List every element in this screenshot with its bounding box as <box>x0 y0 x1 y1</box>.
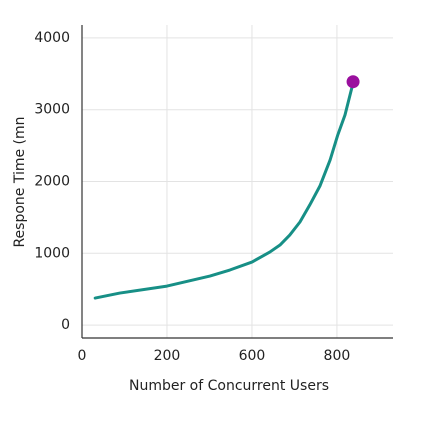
x-axis-label: Number of Concurrent Users <box>129 378 329 394</box>
x-tick-label: 600 <box>239 348 266 364</box>
y-axis-label: Respone Time (mn <box>12 116 28 247</box>
y-tick-label: 1000 <box>34 245 70 261</box>
highlight-point <box>346 75 360 89</box>
y-tick-label: 0 <box>61 317 70 333</box>
x-tick-label: 0 <box>78 348 87 364</box>
y-tick-label: 4000 <box>34 30 70 46</box>
line <box>93 86 354 300</box>
y-tick-label: 2000 <box>34 174 70 190</box>
y-tick-label: 3000 <box>34 102 70 118</box>
x-tick-label: 800 <box>324 348 351 364</box>
x-tick-label: 200 <box>154 348 181 364</box>
